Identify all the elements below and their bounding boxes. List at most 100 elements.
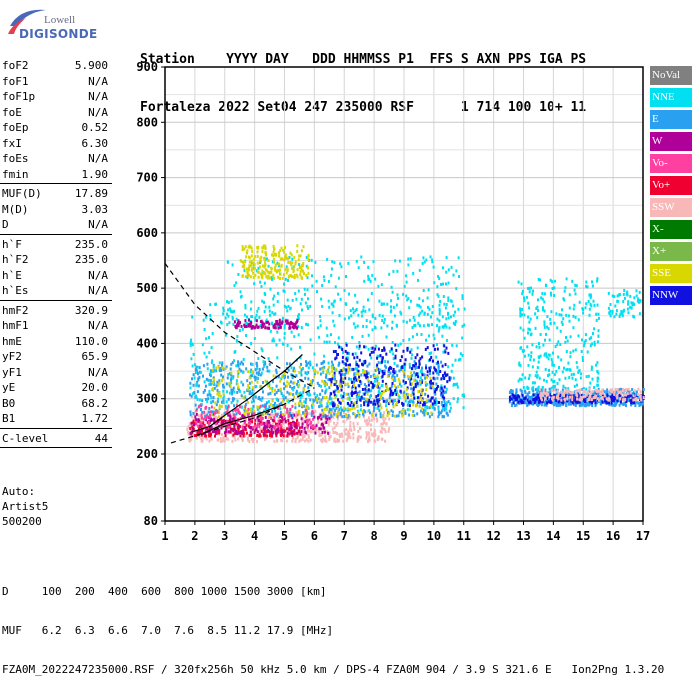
echo-point <box>338 408 341 412</box>
param-value: N/A <box>88 105 108 119</box>
param-row: yF2 65.9 <box>0 349 112 365</box>
echo-point <box>530 286 532 290</box>
echo-point <box>424 347 427 351</box>
echo-point <box>307 434 310 438</box>
echo-point <box>285 439 288 443</box>
echo-point <box>530 395 533 399</box>
echo-point <box>322 437 324 441</box>
legend-item: E <box>650 110 692 129</box>
echo-point <box>590 304 593 308</box>
echo-point <box>305 364 308 368</box>
echo-point <box>258 429 261 433</box>
echo-point <box>366 364 369 368</box>
echo-point <box>589 296 592 300</box>
echo-point <box>201 416 203 420</box>
echo-point <box>404 399 407 403</box>
echo-point <box>423 401 426 405</box>
echo-point <box>307 271 310 275</box>
echo-point <box>573 394 576 398</box>
echo-point <box>194 429 197 433</box>
echo-point <box>288 424 291 428</box>
echo-point <box>398 369 401 373</box>
echo-point <box>321 284 324 288</box>
echo-point <box>285 305 288 309</box>
echo-point <box>240 343 243 347</box>
echo-point <box>272 273 275 277</box>
echo-point <box>243 412 246 416</box>
echo-point <box>383 369 386 373</box>
echo-point <box>412 400 415 404</box>
echo-point <box>250 300 253 304</box>
echo-point <box>556 326 559 330</box>
echo-point <box>252 425 255 429</box>
param-value: 20.0 <box>81 381 109 394</box>
echo-point <box>327 400 330 404</box>
echo-point <box>445 401 448 405</box>
echo-point <box>402 412 405 416</box>
echo-point <box>360 255 363 259</box>
echo-point <box>250 368 253 372</box>
echo-point <box>640 398 643 402</box>
echo-point <box>187 425 190 429</box>
echo-point <box>461 324 464 328</box>
echo-point <box>537 360 540 364</box>
echo-point <box>446 373 449 377</box>
echo-point <box>615 401 618 405</box>
echo-point <box>552 380 555 384</box>
echo-point <box>325 388 328 392</box>
echo-point <box>549 278 552 282</box>
echo-point <box>535 307 538 310</box>
echo-point <box>370 356 373 360</box>
echo-point <box>376 385 379 389</box>
echo-point <box>265 318 268 322</box>
echo-point <box>629 394 632 398</box>
echo-point <box>555 392 558 396</box>
echo-point <box>432 333 435 337</box>
echo-point <box>203 380 206 384</box>
echo-point <box>340 265 343 269</box>
echo-point <box>621 314 624 318</box>
echo-point <box>271 405 274 409</box>
echo-point <box>414 356 417 360</box>
echo-point <box>565 336 567 339</box>
echo-point <box>571 398 574 402</box>
echo-point <box>527 331 529 335</box>
echo-point <box>383 428 386 431</box>
echo-point <box>257 373 260 376</box>
echo-point <box>610 401 613 405</box>
echo-point <box>617 390 620 394</box>
echo-point <box>283 326 286 330</box>
echo-point <box>283 415 286 419</box>
echo-point <box>554 345 557 348</box>
echo-point <box>448 378 451 382</box>
echo-point <box>363 279 366 283</box>
echo-point <box>605 397 608 401</box>
echo-point <box>528 391 531 394</box>
echo-point <box>407 377 410 381</box>
echo-point <box>526 345 529 349</box>
echo-point <box>406 386 409 390</box>
echo-point <box>221 361 224 365</box>
echo-point <box>536 391 539 395</box>
echo-point <box>431 311 434 315</box>
echo-point <box>288 422 290 426</box>
echo-point <box>551 280 554 284</box>
footer-file-info: FZA0M_2022247235000.RSF / 320fx256h 50 k… <box>2 663 665 676</box>
echo-point <box>430 379 432 383</box>
echo-point <box>345 413 347 417</box>
echo-point <box>233 397 236 401</box>
echo-point <box>450 315 452 319</box>
param-row: h`E N/A <box>0 268 112 284</box>
echo-point <box>258 425 261 429</box>
echo-point <box>298 439 301 443</box>
echo-point <box>584 390 586 394</box>
echo-point <box>542 388 545 392</box>
echo-point <box>267 320 270 324</box>
echo-point <box>239 412 241 416</box>
echo-point <box>355 345 358 349</box>
y-tick-label: 300 <box>136 392 158 406</box>
echo-point <box>321 408 324 412</box>
echo-point <box>237 385 240 389</box>
echo-point <box>415 379 418 383</box>
echo-point <box>275 320 278 323</box>
